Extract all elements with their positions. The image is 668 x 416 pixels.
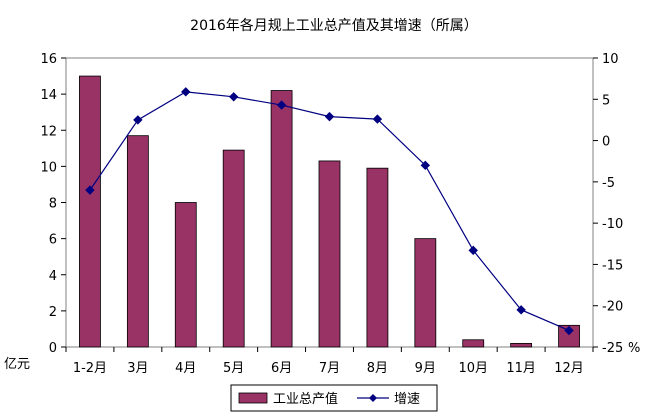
x-tick-label: 6月 — [271, 361, 292, 376]
right-tick-label: -10 — [602, 217, 623, 232]
x-tick-label: 4月 — [175, 361, 196, 376]
line-point — [276, 100, 287, 110]
x-tick-label: 7月 — [319, 361, 340, 376]
line-point — [133, 115, 143, 125]
right-tick-label: 0 — [602, 135, 610, 150]
left-tick-label: 16 — [40, 52, 57, 67]
line-point — [564, 325, 574, 336]
left-tick-label: 8 — [49, 197, 57, 212]
legend-label-line: 增速 — [394, 392, 420, 407]
x-tick-label: 12月 — [554, 361, 584, 376]
left-axis-unit: 亿元 — [4, 357, 30, 372]
bar — [510, 342, 533, 348]
right-axis-unit: % — [628, 341, 640, 356]
bar — [366, 167, 389, 348]
bar — [414, 238, 437, 348]
legend-label-bar: 工业总产值 — [273, 391, 338, 407]
line-point — [420, 160, 431, 171]
line-point — [228, 92, 239, 102]
bar — [462, 339, 485, 348]
bar-series — [79, 75, 580, 348]
bar — [270, 90, 293, 348]
right-tick-label: 10 — [602, 52, 619, 67]
left-axis: 0 2 4 6 8 10 12 14 16 — [40, 52, 66, 356]
x-tick-label: 9月 — [415, 361, 436, 376]
right-tick-label: -25 — [602, 341, 623, 356]
left-tick-label: 0 — [49, 341, 57, 356]
line-point — [85, 185, 95, 195]
right-axis: -25 -20 -15 -10 -5 0 5 10% — [593, 52, 640, 356]
left-tick-label: 12 — [40, 124, 57, 139]
left-tick-label: 14 — [40, 88, 57, 103]
legend: 工业总产值 增速 — [230, 384, 438, 412]
line-point — [372, 114, 383, 124]
x-tick-label: 3月 — [127, 361, 148, 376]
line-point — [181, 87, 191, 97]
right-tick-label: -15 — [602, 258, 623, 273]
line-series — [85, 87, 574, 336]
line-point — [516, 305, 526, 315]
right-tick-label: -20 — [602, 300, 623, 315]
x-tick-label: 8月 — [367, 361, 388, 376]
right-tick-label: -5 — [602, 176, 615, 191]
legend-line-marker — [369, 394, 377, 402]
bar — [318, 160, 341, 348]
bar — [174, 202, 197, 348]
x-tick-label: 1-2月 — [73, 361, 107, 376]
x-tick-label: 5月 — [223, 361, 244, 376]
line-point — [324, 111, 335, 122]
right-tick-label: 5 — [602, 93, 610, 108]
bar — [126, 135, 149, 348]
x-tick-label: 10月 — [458, 361, 488, 376]
x-tick-label: 11月 — [506, 361, 536, 376]
left-tick-label: 2 — [49, 305, 57, 320]
legend-bar-swatch — [238, 392, 268, 404]
bar — [222, 149, 245, 348]
line-point — [468, 245, 478, 256]
left-tick-label: 10 — [40, 160, 57, 175]
chart-title: 2016年各月规上工业总产值及其增速（所属） — [190, 18, 478, 34]
bar — [558, 324, 580, 348]
x-axis: 1-2月 3月 4月 5月 6月 7月 8月 9月 10月 11月 12月 — [65, 347, 594, 376]
bar — [79, 75, 101, 348]
left-tick-label: 4 — [49, 269, 57, 284]
left-tick-label: 6 — [49, 233, 57, 248]
